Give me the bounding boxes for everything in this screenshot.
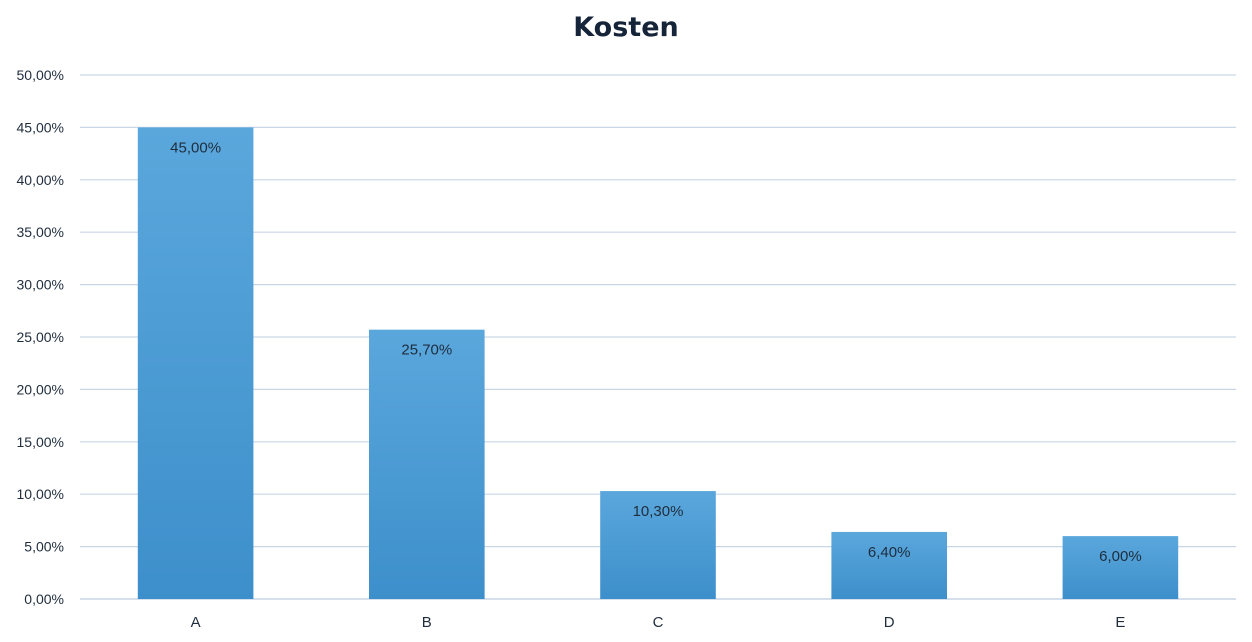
y-tick-label: 25,00% bbox=[17, 329, 64, 345]
x-tick-label: E bbox=[1115, 614, 1125, 631]
x-axis-tick-labels: A B C D E bbox=[191, 614, 1126, 631]
data-label: 6,00% bbox=[1099, 548, 1142, 565]
x-tick-label: D bbox=[884, 614, 895, 631]
bar-e bbox=[1062, 536, 1179, 599]
data-label: 45,00% bbox=[170, 139, 221, 156]
bar-a bbox=[137, 127, 254, 600]
data-label: 10,30% bbox=[633, 503, 684, 520]
bar-b bbox=[369, 329, 485, 599]
y-tick-label: 50,00% bbox=[17, 67, 64, 83]
x-tick-label: A bbox=[191, 614, 201, 631]
bar-c bbox=[600, 491, 716, 599]
y-tick-label: 20,00% bbox=[17, 381, 64, 397]
data-label: 6,40% bbox=[868, 544, 911, 561]
data-label: 25,70% bbox=[401, 342, 452, 359]
bar-d bbox=[831, 531, 947, 599]
y-tick-label: 10,00% bbox=[17, 486, 64, 502]
data-labels: 45,00% 25,70% 10,30% 6,40% 6,00% bbox=[170, 139, 1142, 565]
y-tick-label: 15,00% bbox=[17, 434, 64, 450]
chart-title: Kosten bbox=[573, 12, 679, 43]
x-tick-label: C bbox=[653, 614, 664, 631]
y-tick-label: 30,00% bbox=[17, 277, 64, 293]
y-tick-label: 40,00% bbox=[17, 172, 64, 188]
x-tick-label: B bbox=[422, 614, 432, 631]
y-tick-label: 5,00% bbox=[24, 539, 64, 555]
y-axis-tick-labels: 0,00% 5,00% 10,00% 15,00% 20,00% 25,00% 30,00%… bbox=[17, 67, 64, 607]
y-tick-label: 0,00% bbox=[24, 591, 64, 607]
bars bbox=[137, 127, 1179, 600]
y-tick-label: 45,00% bbox=[17, 119, 64, 135]
y-tick-label: 35,00% bbox=[17, 224, 64, 240]
